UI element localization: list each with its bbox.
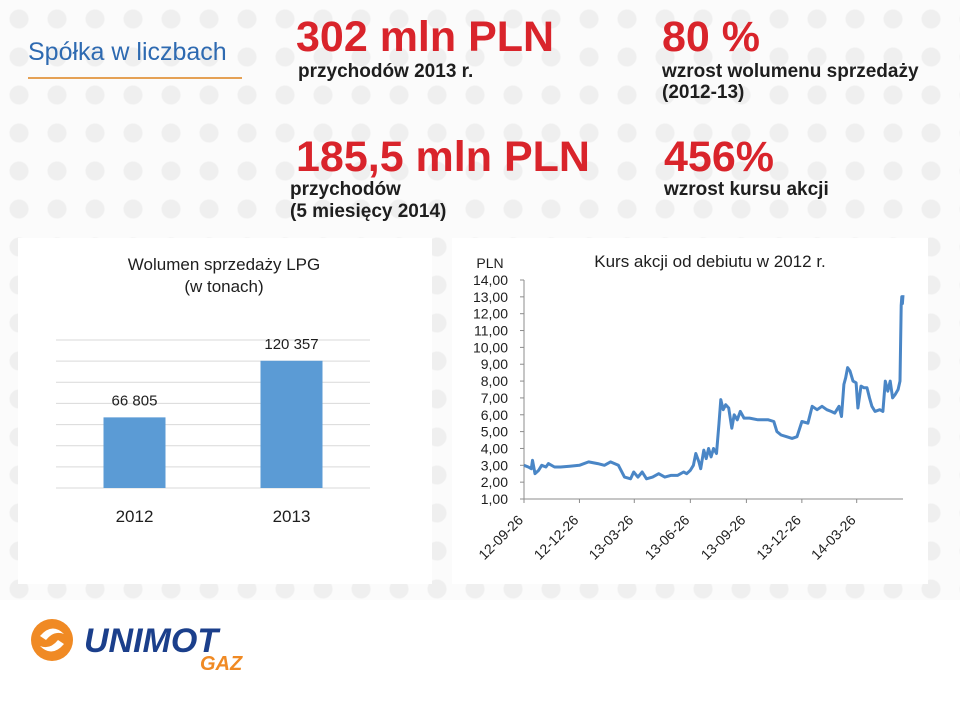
volume-bar-chart: Wolumen sprzedaży LPG (w tonach) 66 805 2… <box>56 255 370 526</box>
share-price-x-tick-label: 13-03-26 <box>585 512 636 563</box>
share-price-y-tick-label: 11,00 <box>474 323 508 339</box>
share-price-y-tick-label: 5,00 <box>481 424 508 440</box>
unimot-logo-mark: UNIMOT GAZ <box>31 619 243 675</box>
share-price-y-tick-label: 7,00 <box>481 390 508 406</box>
kpi-revenue-2014-value: 185,5 mln PLN <box>296 133 590 181</box>
svg-text:GAZ: GAZ <box>200 653 243 674</box>
share-price-x-tick-label: 13-09-26 <box>698 512 749 563</box>
kpi-volume-growth-caption: wzrost wolumenu sprzedaży (2012-13) <box>662 61 919 104</box>
share-price-y-tick-label: 2,00 <box>481 474 508 490</box>
share-price-x-tick-label: 12-09-26 <box>475 512 526 563</box>
unimot-gaz-logo: UNIMOT GAZ <box>30 614 270 675</box>
volume-bar-2013 <box>260 360 323 488</box>
volume-bar-2012 <box>103 417 166 488</box>
title-underline <box>28 77 242 79</box>
share-price-y-tick-label: 12,00 <box>473 306 508 322</box>
kpi-revenue-2014-caption-line2: (5 miesięcy 2014) <box>290 201 447 222</box>
share-price-line-chart: Kurs akcji od debiutu w 2012 r. PLN 14,0… <box>473 252 905 563</box>
share-price-x-tick-label: 13-12-26 <box>753 512 804 563</box>
volume-chart-title-line1: Wolumen sprzedaży LPG <box>128 255 320 274</box>
kpi-revenue-2014-caption-line1: przychodów <box>290 179 401 200</box>
share-price-y-tick-label: 4,00 <box>481 440 508 456</box>
volume-bar-value-label: 66 805 <box>112 392 158 409</box>
share-price-x-tick-label: 13-06-26 <box>642 512 693 563</box>
share-price-chart-panel: Kurs akcji od debiutu w 2012 r. PLN 14,0… <box>452 238 928 584</box>
share-price-series-line <box>523 295 905 481</box>
share-price-x-tick-label: 14-03-26 <box>808 512 859 563</box>
share-price-chart-title: Kurs akcji od debiutu w 2012 r. <box>594 252 826 271</box>
share-price-y-tick-label: 13,00 <box>473 289 508 305</box>
volume-x-tick-label: 2013 <box>273 507 311 526</box>
kpi-volume-growth-value: 80 % <box>662 13 761 61</box>
share-price-y-tick-label: 3,00 <box>481 457 508 473</box>
volume-chart-panel: Wolumen sprzedaży LPG (w tonach) 66 805 2… <box>18 238 432 584</box>
kpi-share-price-growth-caption: wzrost kursu akcji <box>664 179 829 200</box>
volume-x-tick-label: 2012 <box>116 507 154 526</box>
kpi-share-price-growth-value: 456% <box>664 133 774 181</box>
share-price-x-tick-label: 12-12-26 <box>531 512 582 563</box>
share-price-y-unit: PLN <box>476 255 503 271</box>
page-title: Spółka w liczbach <box>28 38 227 66</box>
kpi-revenue-2013-value: 302 mln PLN <box>296 13 555 61</box>
svg-text:UNIMOT: UNIMOT <box>84 622 221 660</box>
share-price-y-tick-label: 14,00 <box>473 272 508 288</box>
share-price-y-tick-label: 10,00 <box>473 339 508 355</box>
volume-chart-title-line2: (w tonach) <box>184 277 263 296</box>
share-price-y-tick-label: 8,00 <box>481 373 508 389</box>
share-price-y-tick-label: 6,00 <box>481 407 508 423</box>
kpi-revenue-2013-caption: przychodów 2013 r. <box>298 61 474 82</box>
share-price-y-tick-label: 9,00 <box>481 356 508 372</box>
share-price-y-tick-label: 1,00 <box>481 491 508 507</box>
volume-bar-value-label: 120 357 <box>264 336 318 353</box>
